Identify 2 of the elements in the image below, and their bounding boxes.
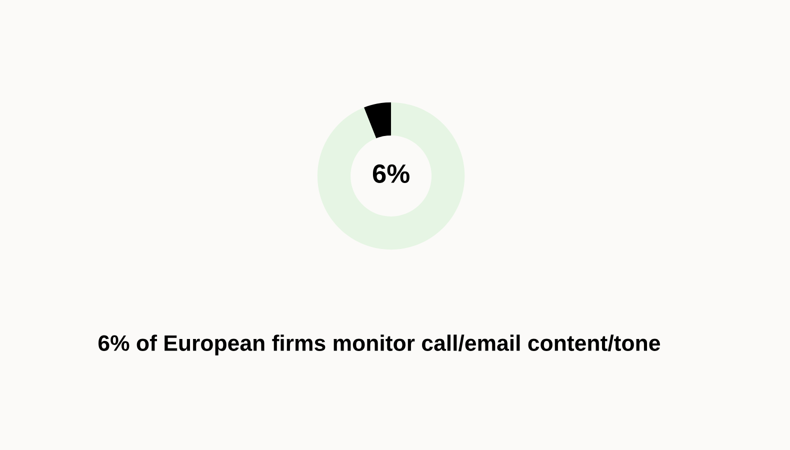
text: 6% of European firms monitor call/email content/tone bbox=[98, 334, 660, 356]
text: 6% bbox=[372, 164, 410, 184]
